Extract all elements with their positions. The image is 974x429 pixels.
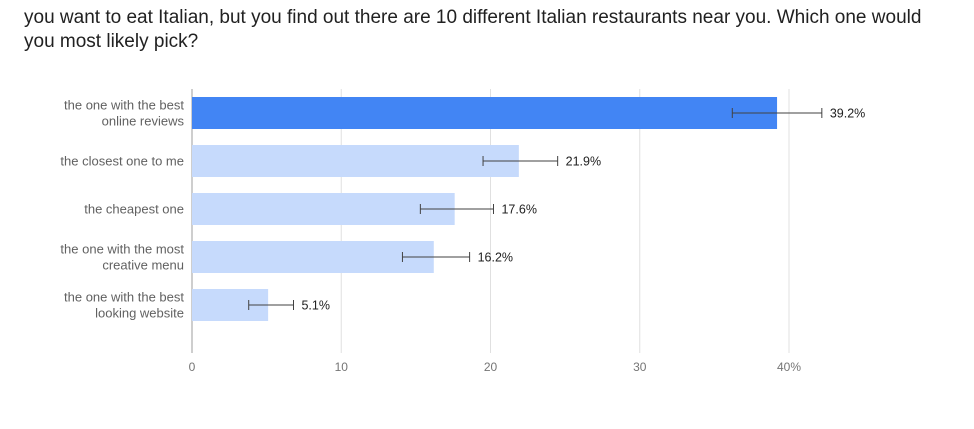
- category-label: the one with the most creative menu: [60, 242, 184, 273]
- x-tick-labels: 0 10 20 30 40%: [189, 360, 802, 374]
- bar: [192, 145, 519, 177]
- category-label-line: the closest one to me: [60, 154, 184, 169]
- category-label-line: the one with the most: [60, 242, 184, 257]
- error-bar: [482, 156, 559, 166]
- page-title: you want to eat Italian, but you find ou…: [24, 7, 922, 52]
- data-label: 16.2%: [478, 251, 513, 265]
- error-bar: [248, 300, 294, 310]
- category-label-line: the cheapest one: [84, 202, 184, 217]
- error-bar: [401, 252, 471, 262]
- error-bars: [248, 108, 823, 310]
- x-tick-label: 0: [189, 360, 196, 374]
- bar: [192, 97, 778, 129]
- category-label-line: looking website: [95, 306, 184, 321]
- category-label: the cheapest one: [84, 202, 184, 217]
- error-bar: [731, 108, 823, 118]
- data-labels: 39.2% 21.9% 17.6% 16.2% 5.1%: [301, 107, 865, 313]
- data-label: 5.1%: [301, 299, 330, 313]
- bar: [192, 193, 455, 225]
- data-label: 21.9%: [566, 155, 601, 169]
- x-tick-label: 20: [484, 360, 498, 374]
- x-tick-label: 30: [633, 360, 647, 374]
- category-label-line: online reviews: [102, 114, 185, 129]
- bar: [192, 241, 434, 273]
- category-label-line: creative menu: [102, 258, 184, 273]
- x-tick-label: 10: [335, 360, 349, 374]
- category-label: the one with the best looking website: [64, 290, 184, 321]
- category-label-line: the one with the best: [64, 98, 184, 113]
- category-label-line: the one with the best: [64, 290, 184, 305]
- error-bar: [419, 204, 494, 214]
- data-label: 17.6%: [501, 203, 536, 217]
- x-tick-label: 40%: [777, 360, 801, 374]
- category-label: the one with the best online reviews: [64, 98, 184, 129]
- data-label: 39.2%: [830, 107, 865, 121]
- category-label: the closest one to me: [60, 154, 184, 169]
